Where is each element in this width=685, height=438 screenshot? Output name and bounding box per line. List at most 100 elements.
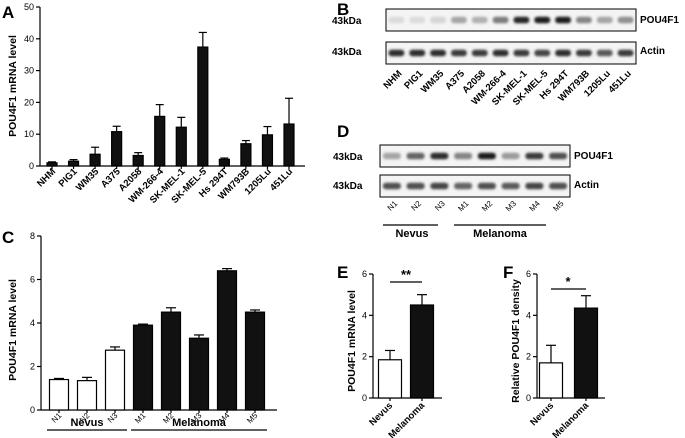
- x-tick-label: N3: [106, 411, 120, 425]
- y-tick-label: 4: [526, 310, 531, 320]
- blot-band: [492, 16, 509, 24]
- y-tick-label: 2: [30, 362, 35, 372]
- blot-lane-label: M5: [551, 199, 566, 214]
- group-label: Nevus: [70, 417, 103, 429]
- blot-band: [382, 182, 401, 190]
- blot-band: [596, 16, 613, 24]
- blot-band: [525, 182, 544, 190]
- blot-band: [477, 182, 496, 190]
- bar: [188, 337, 210, 411]
- y-axis-label-e: POU4F1 mRNA level: [346, 290, 358, 392]
- x-tick-label: Melanoma: [386, 400, 427, 438]
- blot-lane-label: M1: [456, 199, 471, 214]
- blot-band: [451, 16, 467, 24]
- blot-band: [471, 16, 488, 24]
- blot-band: [501, 152, 520, 160]
- chart-a: POU4F1 mRNA level 01020304050NHMPIG1WM35…: [7, 2, 305, 206]
- bar: [160, 311, 182, 411]
- y-tick-label: 4: [30, 318, 35, 328]
- blot-lane-label: N1: [386, 199, 400, 213]
- group-label: Melanoma: [172, 417, 227, 429]
- blot-b-row-label-actin: Actin: [640, 46, 665, 57]
- y-tick-label: 30: [24, 66, 34, 76]
- blot-band: [430, 182, 449, 190]
- blot-strip: [385, 8, 637, 32]
- blot-band: [451, 49, 467, 57]
- y-tick-label: 4: [362, 310, 367, 320]
- blot-band: [430, 16, 446, 24]
- blot-band: [534, 49, 551, 57]
- blot-band: [513, 16, 530, 24]
- bar: [244, 311, 266, 411]
- blot-band: [549, 182, 568, 190]
- bar: [261, 134, 274, 167]
- bar: [283, 123, 295, 167]
- blot-b-marker-2: 43kDa: [332, 47, 362, 58]
- blot-lane-label: M3: [504, 199, 519, 214]
- bar: [409, 304, 435, 399]
- blot-band: [471, 49, 488, 57]
- panel-label-a: A: [2, 3, 14, 22]
- blot-band: [534, 16, 551, 24]
- blot-strip: [379, 144, 571, 168]
- bar: [216, 270, 238, 411]
- blot-band: [409, 49, 426, 57]
- blot-lane-label: N3: [433, 199, 447, 213]
- bar: [154, 115, 166, 167]
- bar: [377, 359, 403, 399]
- blot-band: [382, 152, 401, 160]
- blot-band: [576, 16, 592, 24]
- blot-band: [555, 16, 571, 24]
- blot-band: [525, 152, 544, 160]
- y-tick-label: 6: [526, 269, 531, 279]
- blot-lane-label: 451Lu: [607, 68, 634, 95]
- blot-band: [617, 16, 634, 24]
- blot-band: [555, 49, 571, 57]
- x-tick-label: M1: [133, 411, 148, 426]
- blot-band: [492, 49, 509, 57]
- blot-band: [430, 49, 446, 57]
- y-tick-label: 0: [30, 405, 35, 415]
- bar: [48, 378, 70, 411]
- blot-strip: [379, 174, 571, 198]
- blot-d-row-label-pou4f1: POU4F1: [574, 151, 613, 162]
- y-tick-label: 6: [30, 275, 35, 285]
- bar: [104, 349, 126, 411]
- blot-lane-label: WM35: [419, 68, 447, 96]
- y-tick-label: 0: [29, 161, 34, 171]
- y-axis-label-a: POU4F1 mRNA level: [7, 35, 19, 137]
- y-tick-label: 6: [362, 269, 367, 279]
- bar: [111, 131, 123, 167]
- bar: [218, 158, 230, 167]
- x-tick-label: Nevus: [367, 400, 395, 428]
- blot-lane-label: NHM: [381, 68, 404, 91]
- x-tick-label: N1: [50, 411, 64, 425]
- western-blot-b: 43kDa 43kDa POU4F1 Actin NHMPIG1WM35A375…: [332, 8, 679, 108]
- blot-lane-label: M4: [528, 199, 543, 214]
- x-tick-label: Nevus: [528, 400, 556, 428]
- blot-band: [409, 16, 426, 24]
- x-tick-label: NHM: [35, 166, 58, 189]
- blot-lane-label: M2: [480, 199, 495, 214]
- y-tick-label: 20: [24, 97, 34, 107]
- y-tick-label: 10: [24, 129, 34, 139]
- blot-d-marker-1: 43kDa: [333, 152, 363, 163]
- blot-band: [454, 152, 473, 160]
- blot-d-group-melanoma: Melanoma: [473, 228, 528, 240]
- panel-label-f: F: [503, 263, 513, 282]
- blot-band: [549, 152, 568, 160]
- blot-band: [477, 152, 496, 160]
- x-tick-label: WM35: [74, 166, 102, 194]
- blot-strip: [385, 41, 637, 65]
- panel-label-c: C: [2, 228, 14, 247]
- blot-band: [406, 152, 425, 160]
- panel-label-b: B: [337, 0, 349, 19]
- bar: [573, 307, 599, 399]
- blot-band: [430, 152, 449, 160]
- significance-marker: **: [401, 267, 412, 282]
- bar: [175, 126, 187, 167]
- bar: [76, 380, 98, 411]
